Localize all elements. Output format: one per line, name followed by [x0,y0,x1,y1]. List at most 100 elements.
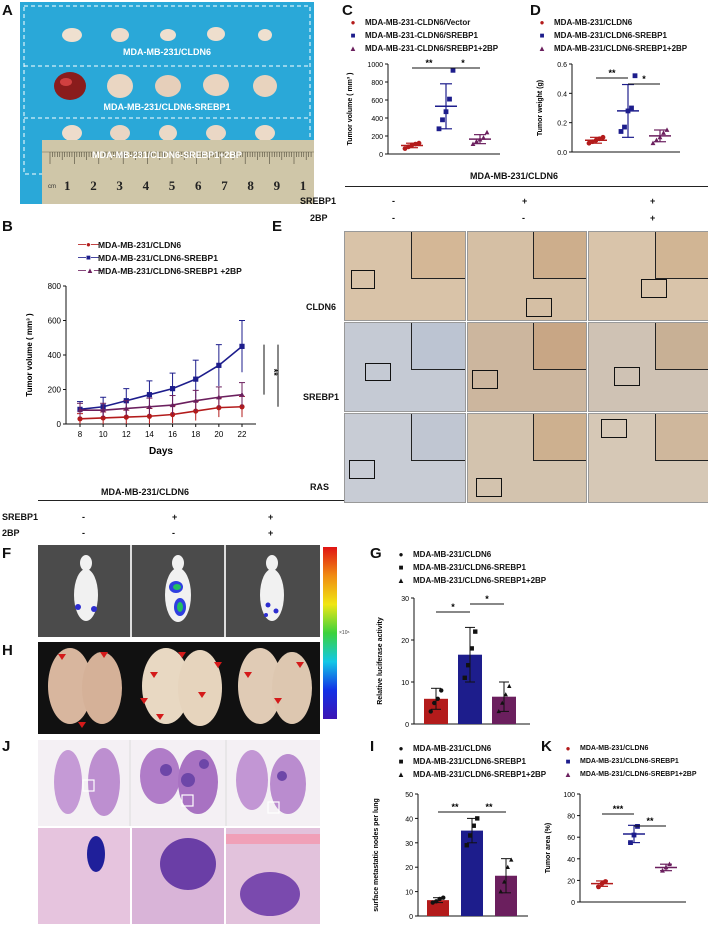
y-tick-label: 40 [567,857,575,864]
ihc-factor-value: - [392,196,395,206]
row-label-cldn6-srebp1: MDA-MB-231/CLDN6-SREBP1 [103,102,231,112]
legend-d-label: MDA-MB-231/CLDN6-SREBP1+2BP [554,44,688,53]
y-tick-label: 0 [409,914,413,921]
legend-b-label: MDA-MB-231/CLDN6-SREBP1 +2BP [98,265,242,276]
panel-label-k: K [541,738,552,755]
luciferase-bar-chart: 0 10 20 30 Relative luciferase activity * * [377,594,530,729]
data-point [663,864,669,870]
ruler-number: 3 [116,178,123,193]
ihc-srebp1-control [344,322,466,412]
data-point [661,130,666,135]
ihc-factor-value: + [522,196,528,206]
legend-b: —●— MDA-MB-231/CLDN6 —■— MDA-MB-231/CLDN6-… [78,238,242,277]
middle-group-divider [38,500,348,501]
ihc-factor-value: - [522,213,525,223]
data-point [618,129,624,134]
y-tick-label: 1000 [367,62,383,69]
he-lung-zoom [38,828,320,924]
legend-i-label: MDA-MB-231/CLDN6 [413,744,492,753]
y-axis-label: Tumor volume ( mm³ ) [25,313,34,397]
ruler-number: 2 [90,178,97,193]
y-tick-label: 0.2 [557,121,567,128]
y-axis-label: Tumor weight (g) [537,80,544,136]
series-line [79,405,243,420]
data-point [629,105,634,111]
y-tick-label: 0 [405,722,409,729]
data-point [496,708,501,714]
data-point [650,140,656,146]
x-tick-label: 10 [99,430,108,439]
ihc-ras-srebp1-2bp [588,413,708,503]
data-point [596,884,601,890]
data-point [484,129,490,135]
y-tick-label: 400 [371,116,383,123]
ihc-cldn6-control [344,231,466,321]
x-axis-label: Days [149,446,173,457]
ihc-row-label-srebp1: SREBP1 [303,392,340,402]
row-label-cldn6: MDA-MB-231/CLDN6 [122,47,211,57]
data-point [603,879,608,884]
panel-label-g: G [370,545,382,562]
data-point [169,386,176,392]
significance-label: ** [451,802,459,812]
y-tick-label: 0.0 [557,150,567,157]
ihc-factor-srebp1: SREBP1 [300,196,337,206]
legend-d-label: MDA-MB-231/CLDN6-SREBP1 [554,31,667,40]
y-tick-label: 100 [563,792,575,799]
significance-label: *** [613,804,624,814]
significance-label: * [485,594,489,604]
data-point [169,402,176,408]
legend-g-item: ▲ MDA-MB-231/CLDN6-SREBP1+2BP [397,576,547,585]
y-axis-label: Tumor volume ( mm³ ) [347,73,354,146]
legend-d-item: ● MDA-MB-231/CLDN6 [539,18,633,27]
data-point [146,413,153,419]
legend-d-label: MDA-MB-231/CLDN6 [554,18,633,27]
legend-b-label: MDA-MB-231/CLDN6-SREBP1 [98,252,218,263]
panel-label-j: J [2,738,11,755]
y-tick-label: 50 [405,792,413,799]
legend-g-item: ● MDA-MB-231/CLDN6 [398,550,492,559]
significance-label: ** [608,68,616,78]
data-point [77,407,83,413]
ruler-number: 5 [168,178,176,193]
data-point [239,343,245,349]
y-axis-label: Tumor area (%) [545,823,552,873]
data-point [193,397,199,403]
data-point [435,696,440,701]
data-point [216,394,222,400]
y-tick-label: 600 [48,317,62,326]
data-point [622,124,627,130]
ihc-row-label-cldn6: CLDN6 [306,302,337,312]
legend-b-label: MDA-MB-231/CLDN6 [98,239,182,250]
legend-c: ● MDA-MB-231-CLDN6/Vector ■ MDA-MB-231-CLD… [345,16,498,55]
legend-b-item: —●— MDA-MB-231/CLDN6 [78,239,182,250]
x-tick-label: 12 [122,430,131,439]
ruler-number: 7 [221,178,228,193]
legend-i-item: ■ MDA-MB-231/CLDN6-SREBP1 [398,757,526,766]
data-point [667,861,672,867]
data-point [475,816,480,821]
tumor-photo: MDA-MB-231/CLDN6 MDA-MB-231/CLDN6-SREBP1… [20,2,314,204]
metastatic-nodes-bar-chart: 0 10 20 30 40 50 surface metastatic nodes per … [373,792,528,921]
ihc-ras-control [344,413,466,503]
y-tick-label: 0 [57,420,62,429]
ruler-unit: cm [48,184,56,190]
data-point [436,126,442,132]
legend-c-item: ■ MDA-MB-231-CLDN6/SREBP1 [350,31,478,40]
data-point [193,376,199,382]
ruler-number: 8 [247,178,254,193]
ruler-numbers: 1 2 3 4 5 6 7 8 9 1 [20,178,314,196]
y-tick-label: 0 [379,152,383,159]
middle-factor-value: - [172,528,175,538]
data-point [600,134,606,140]
y-tick-label: 600 [371,98,383,105]
data-point [440,117,445,123]
y-tick-label: 200 [48,386,62,395]
legend-k: ● MDA-MB-231/CLDN6 ■ MDA-MB-231/CLDN6-SREB… [560,742,696,781]
x-tick-label: 20 [214,430,223,439]
x-tick-label: 22 [238,430,247,439]
ihc-cldn6-srebp1 [467,231,587,321]
